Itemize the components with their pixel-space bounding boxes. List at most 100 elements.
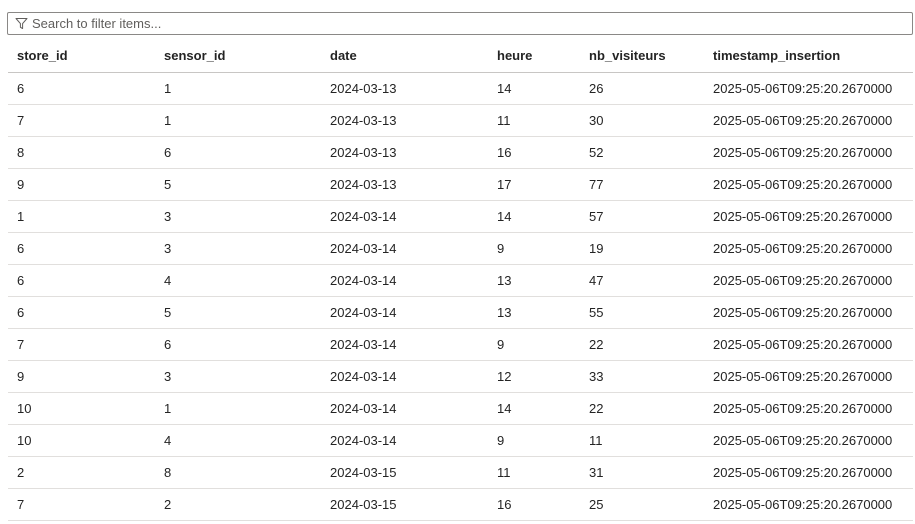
store-id-cell: 7 [8, 488, 155, 521]
heure-cell: 13 [488, 264, 580, 297]
store-id-cell: 10 [8, 392, 155, 425]
table-row[interactable]: 1 3 2024-03-14 14 57 2025-05-06T09:25:20.2670… [8, 200, 913, 233]
heure-cell: 13 [488, 296, 580, 329]
date-cell: 2024-03-14 [321, 392, 488, 425]
timestamp-insertion-cell: 2025-05-06T09:25:20.2670000 [704, 200, 913, 233]
sensor-id-cell: 6 [155, 136, 321, 169]
table-row[interactable]: 9 5 2024-03-13 17 77 2025-05-06T09:25:20.2670… [8, 168, 913, 201]
sensor-id-cell: 1 [155, 104, 321, 137]
sensor-id-cell: 6 [155, 328, 321, 361]
date-cell: 2024-03-13 [321, 136, 488, 169]
grid-body: 6 1 2024-03-13 14 26 2025-05-06T09:25:20.2670… [8, 72, 913, 521]
date-cell: 2024-03-15 [321, 488, 488, 521]
sensor-id-cell: 4 [155, 264, 321, 297]
timestamp-insertion-cell: 2025-05-06T09:25:20.2670000 [704, 104, 913, 137]
date-cell: 2024-03-14 [321, 200, 488, 233]
heure-cell: 9 [488, 328, 580, 361]
column-header-sensor-id[interactable]: sensor_id [155, 38, 321, 73]
heure-cell: 16 [488, 136, 580, 169]
nb-visiteurs-cell: 77 [580, 168, 704, 201]
date-cell: 2024-03-13 [321, 104, 488, 137]
store-id-cell: 10 [8, 424, 155, 457]
timestamp-insertion-cell: 2025-05-06T09:25:20.2670000 [704, 360, 913, 393]
date-cell: 2024-03-14 [321, 232, 488, 265]
sensor-id-cell: 3 [155, 232, 321, 265]
funnel-icon [14, 17, 28, 31]
store-id-cell: 7 [8, 328, 155, 361]
results-grid: store_id sensor_id date heure nb_visiteu… [8, 38, 913, 521]
date-cell: 2024-03-13 [321, 72, 488, 105]
date-cell: 2024-03-13 [321, 168, 488, 201]
heure-cell: 9 [488, 232, 580, 265]
sensor-id-cell: 3 [155, 200, 321, 233]
heure-cell: 11 [488, 104, 580, 137]
table-row[interactable]: 6 4 2024-03-14 13 47 2025-05-06T09:25:20.2670… [8, 264, 913, 297]
nb-visiteurs-cell: 25 [580, 488, 704, 521]
sensor-id-cell: 1 [155, 72, 321, 105]
nb-visiteurs-cell: 55 [580, 296, 704, 329]
timestamp-insertion-cell: 2025-05-06T09:25:20.2670000 [704, 264, 913, 297]
heure-cell: 14 [488, 200, 580, 233]
table-row[interactable]: 7 2 2024-03-15 16 25 2025-05-06T09:25:20.2670… [8, 488, 913, 521]
store-id-cell: 6 [8, 232, 155, 265]
sensor-id-cell: 5 [155, 168, 321, 201]
sensor-id-cell: 2 [155, 488, 321, 521]
date-cell: 2024-03-14 [321, 264, 488, 297]
timestamp-insertion-cell: 2025-05-06T09:25:20.2670000 [704, 328, 913, 361]
timestamp-insertion-cell: 2025-05-06T09:25:20.2670000 [704, 168, 913, 201]
nb-visiteurs-cell: 31 [580, 456, 704, 489]
timestamp-insertion-cell: 2025-05-06T09:25:20.2670000 [704, 232, 913, 265]
table-row[interactable]: 6 5 2024-03-14 13 55 2025-05-06T09:25:20.2670… [8, 296, 913, 329]
nb-visiteurs-cell: 11 [580, 424, 704, 457]
date-cell: 2024-03-14 [321, 360, 488, 393]
nb-visiteurs-cell: 57 [580, 200, 704, 233]
column-header-nb-visiteurs[interactable]: nb_visiteurs [580, 38, 704, 73]
heure-cell: 11 [488, 456, 580, 489]
sensor-id-cell: 5 [155, 296, 321, 329]
filter-input[interactable] [32, 13, 892, 34]
timestamp-insertion-cell: 2025-05-06T09:25:20.2670000 [704, 296, 913, 329]
table-row[interactable]: 2 8 2024-03-15 11 31 2025-05-06T09:25:20.2670… [8, 456, 913, 489]
column-header-timestamp-insertion[interactable]: timestamp_insertion [704, 38, 913, 73]
store-id-cell: 6 [8, 296, 155, 329]
nb-visiteurs-cell: 19 [580, 232, 704, 265]
heure-cell: 17 [488, 168, 580, 201]
heure-cell: 12 [488, 360, 580, 393]
date-cell: 2024-03-14 [321, 296, 488, 329]
table-row[interactable]: 7 1 2024-03-13 11 30 2025-05-06T09:25:20.2670… [8, 104, 913, 137]
nb-visiteurs-cell: 47 [580, 264, 704, 297]
timestamp-insertion-cell: 2025-05-06T09:25:20.2670000 [704, 72, 913, 105]
column-header-date[interactable]: date [321, 38, 488, 73]
table-row[interactable]: 8 6 2024-03-13 16 52 2025-05-06T09:25:20.2670… [8, 136, 913, 169]
store-id-cell: 6 [8, 72, 155, 105]
date-cell: 2024-03-14 [321, 424, 488, 457]
store-id-cell: 6 [8, 264, 155, 297]
filter-box[interactable] [7, 12, 913, 35]
table-row[interactable]: 6 3 2024-03-14 9 19 2025-05-06T09:25:20.26700… [8, 232, 913, 265]
sensor-id-cell: 4 [155, 424, 321, 457]
nb-visiteurs-cell: 22 [580, 328, 704, 361]
table-row[interactable]: 10 4 2024-03-14 9 11 2025-05-06T09:25:20.2670… [8, 424, 913, 457]
timestamp-insertion-cell: 2025-05-06T09:25:20.2670000 [704, 424, 913, 457]
timestamp-insertion-cell: 2025-05-06T09:25:20.2670000 [704, 488, 913, 521]
nb-visiteurs-cell: 52 [580, 136, 704, 169]
timestamp-insertion-cell: 2025-05-06T09:25:20.2670000 [704, 392, 913, 425]
store-id-cell: 9 [8, 168, 155, 201]
timestamp-insertion-cell: 2025-05-06T09:25:20.2670000 [704, 456, 913, 489]
sensor-id-cell: 8 [155, 456, 321, 489]
table-row[interactable]: 10 1 2024-03-14 14 22 2025-05-06T09:25:20.267… [8, 392, 913, 425]
table-row[interactable]: 7 6 2024-03-14 9 22 2025-05-06T09:25:20.26700… [8, 328, 913, 361]
header-row: store_id sensor_id date heure nb_visiteu… [8, 38, 913, 73]
nb-visiteurs-cell: 22 [580, 392, 704, 425]
column-header-heure[interactable]: heure [488, 38, 580, 73]
column-header-store-id[interactable]: store_id [8, 38, 155, 73]
table-row[interactable]: 9 3 2024-03-14 12 33 2025-05-06T09:25:20.2670… [8, 360, 913, 393]
date-cell: 2024-03-14 [321, 328, 488, 361]
store-id-cell: 9 [8, 360, 155, 393]
heure-cell: 16 [488, 488, 580, 521]
store-id-cell: 8 [8, 136, 155, 169]
table-row[interactable]: 6 1 2024-03-13 14 26 2025-05-06T09:25:20.2670… [8, 72, 913, 105]
sensor-id-cell: 1 [155, 392, 321, 425]
store-id-cell: 7 [8, 104, 155, 137]
heure-cell: 14 [488, 72, 580, 105]
